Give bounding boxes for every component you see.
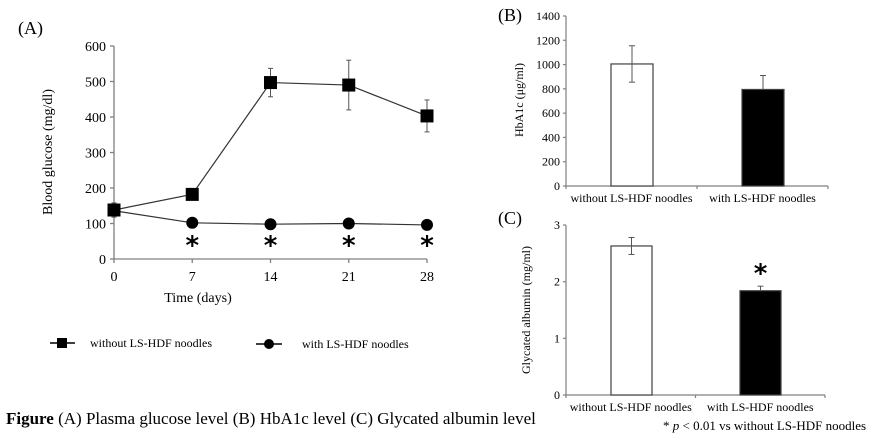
y-tick-label: 3 bbox=[554, 218, 560, 232]
legend-label-with: with LS-HDF noodles bbox=[302, 337, 409, 351]
legend-label-without: without LS-HDF noodles bbox=[90, 336, 212, 350]
panel-b: (B) 0 200 400 600 800 1000 1200 1400 without LS-… bbox=[498, 5, 829, 205]
data-point-with bbox=[342, 217, 355, 230]
significance-asterisk: * bbox=[185, 231, 199, 261]
x-tick-label: 21 bbox=[342, 270, 356, 285]
x-tick-label: 7 bbox=[189, 270, 196, 285]
y-tick-label: 200 bbox=[542, 155, 560, 169]
y-tick-label: 1 bbox=[554, 331, 560, 345]
caption-label: Figure bbox=[6, 409, 54, 428]
x-category-label: without LS-HDF noodles bbox=[570, 191, 692, 205]
data-point-without bbox=[420, 109, 434, 123]
bar-without bbox=[610, 63, 654, 187]
panel-c: (C) 0 1 2 3 without LS-HDF noodles with LS-HD… bbox=[498, 208, 826, 414]
bar-with bbox=[739, 290, 782, 396]
legend-item-with: with LS-HDF noodles bbox=[256, 337, 409, 351]
y-tick-label: 200 bbox=[85, 182, 106, 197]
footnote-p: p bbox=[672, 418, 680, 433]
panel-a: (A) 0 100 200 300 400 500 600 0 7 14 21 28 * * * * Tim… bbox=[18, 18, 434, 306]
figure-caption: Figure (A) Plasma glucose level (B) HbA1… bbox=[6, 409, 536, 429]
y-tick-label: 1400 bbox=[536, 9, 560, 23]
x-tick-label: 0 bbox=[111, 270, 118, 285]
data-point-without bbox=[107, 203, 121, 217]
x-tick-label: 14 bbox=[264, 270, 278, 285]
y-tick-label: 0 bbox=[99, 253, 106, 268]
panel-a-label: (A) bbox=[18, 18, 43, 39]
y-tick-label: 600 bbox=[85, 40, 106, 55]
significance-asterisk: * bbox=[420, 231, 434, 261]
significance-footnote: * p < 0.01 vs without LS-HDF noodles bbox=[663, 418, 866, 434]
x-tick-label: 28 bbox=[420, 270, 434, 285]
panel-b-label: (B) bbox=[498, 5, 522, 26]
y-tick-label: 0 bbox=[554, 179, 560, 193]
y-tick-label: 300 bbox=[85, 147, 106, 162]
data-point-without bbox=[185, 187, 199, 201]
data-point-without bbox=[342, 78, 356, 92]
y-tick-label: 500 bbox=[85, 76, 106, 91]
x-category-label: with LS-HDF noodles bbox=[709, 191, 816, 205]
bar-without bbox=[610, 245, 653, 396]
panel-a-y-axis-title: Blood glucose (mg/dl) bbox=[41, 89, 56, 215]
panel-b-y-axis-title: HbA1c (μg/ml) bbox=[512, 63, 526, 137]
square-marker-icon bbox=[57, 338, 67, 348]
x-category-label: without LS-HDF noodles bbox=[570, 400, 692, 414]
significance-asterisk: * bbox=[754, 259, 768, 289]
panel-c-y-axis-title: Glycated albumin (mg/ml) bbox=[519, 246, 533, 374]
x-category-label: with LS-HDF noodles bbox=[707, 400, 814, 414]
y-tick-label: 800 bbox=[542, 82, 560, 96]
data-point-with bbox=[186, 216, 199, 229]
panel-c-label: (C) bbox=[498, 208, 522, 229]
footnote-star: * bbox=[663, 418, 673, 433]
y-tick-label: 400 bbox=[542, 130, 560, 144]
significance-asterisk: * bbox=[264, 231, 278, 261]
footnote-text: < 0.01 vs without LS-HDF noodles bbox=[679, 418, 867, 433]
y-tick-label: 400 bbox=[85, 111, 106, 126]
data-point-without bbox=[264, 76, 277, 90]
panel-a-x-axis-title: Time (days) bbox=[164, 291, 232, 306]
bar-with bbox=[741, 88, 785, 187]
y-tick-label: 1200 bbox=[536, 33, 560, 47]
panel-a-legend: without LS-HDF noodles with LS-HDF noodl… bbox=[50, 336, 409, 351]
y-tick-label: 1000 bbox=[536, 58, 560, 72]
y-tick-label: 100 bbox=[85, 218, 106, 233]
significance-asterisk: * bbox=[342, 231, 356, 261]
y-tick-label: 0 bbox=[554, 388, 560, 402]
circle-marker-icon bbox=[264, 339, 274, 349]
data-point-with bbox=[264, 218, 277, 231]
series-line-without bbox=[113, 81, 428, 211]
y-tick-label: 600 bbox=[542, 106, 560, 120]
legend-item-without: without LS-HDF noodles bbox=[50, 336, 212, 350]
caption-text: (A) Plasma glucose level (B) HbA1c level… bbox=[53, 409, 536, 428]
data-point-with bbox=[421, 218, 433, 231]
y-tick-label: 2 bbox=[554, 275, 560, 289]
